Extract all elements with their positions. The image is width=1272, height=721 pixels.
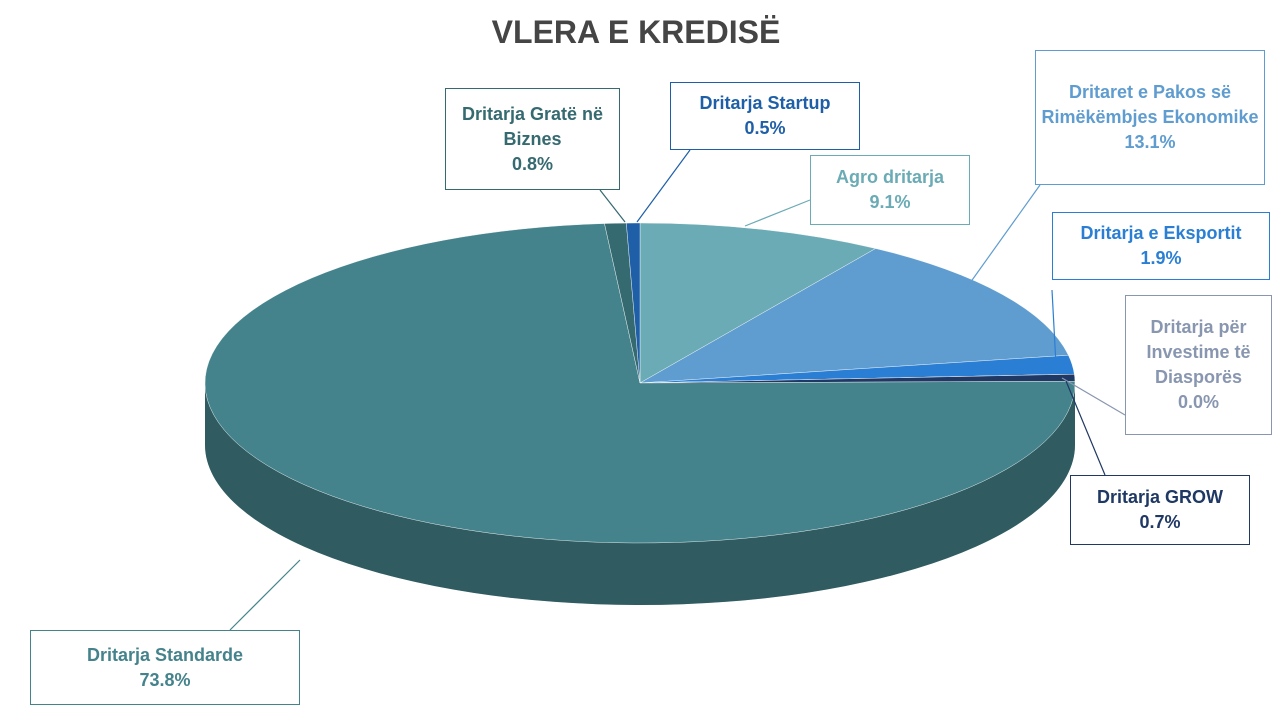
pie-slice — [204, 223, 1076, 544]
leader-line — [636, 149, 691, 223]
label-value: 0.5% — [744, 118, 786, 138]
pie-slice — [639, 222, 877, 384]
label-value: 0.7% — [1139, 512, 1181, 532]
pie-tops — [204, 222, 1076, 544]
data-label: Dritarja GROW 0.7% — [1070, 475, 1250, 545]
data-label: Dritarja Gratë në Biznes 0.8% — [445, 88, 620, 190]
label-name: Dritarja GROW — [1096, 487, 1224, 507]
label-value: 0.8% — [511, 153, 554, 174]
leader-lines — [229, 149, 1126, 631]
data-label: Agro dritarja 9.1% — [810, 155, 970, 225]
label-name: Dritarja Gratë në Biznes — [461, 103, 604, 149]
data-label: Dritarja Standarde 73.8% — [30, 630, 300, 705]
leader-line — [599, 189, 626, 223]
label-value: 1.9% — [1140, 248, 1182, 268]
data-label: Dritarja Startup 0.5% — [670, 82, 860, 150]
label-value: 9.1% — [869, 192, 911, 212]
leader-line — [1065, 380, 1106, 476]
label-name: Dritarja e Eksportit — [1080, 223, 1242, 243]
label-name: Agro dritarja — [835, 167, 945, 187]
leader-line — [229, 559, 301, 631]
data-label: Dritarja e Eksportit 1.9% — [1052, 212, 1270, 280]
label-name: Dritarja Startup — [699, 93, 831, 113]
pie-slice — [626, 222, 641, 384]
label-value: 73.8% — [139, 669, 191, 690]
label-name: Dritarja Standarde — [86, 644, 244, 665]
data-label: Dritarja për Investime të Diasporës 0.0% — [1125, 295, 1272, 435]
pie-side-shade — [205, 383, 1075, 605]
label-name: Dritaret e Pakos së Rimëkëmbjes Ekonomik… — [1041, 82, 1259, 127]
leader-line — [1051, 289, 1057, 366]
pie-side — [205, 383, 1075, 605]
leader-line — [744, 199, 811, 227]
label-value: 13.1% — [1124, 132, 1176, 152]
chart-title: VLERA E KREDISË — [491, 14, 781, 50]
label-name: Dritarja për Investime të Diasporës — [1146, 317, 1251, 387]
leader-line — [1061, 377, 1126, 416]
pie-sides — [205, 383, 1075, 605]
label-value: 0.0% — [1177, 392, 1220, 412]
data-label: Dritaret e Pakos së Rimëkëmbjes Ekonomik… — [1035, 50, 1265, 185]
pie-slice — [639, 248, 1069, 384]
leader-line — [964, 184, 1041, 291]
